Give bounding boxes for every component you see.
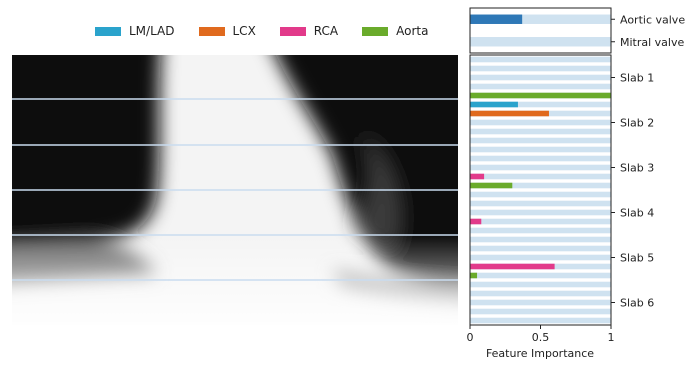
valve-panel: Aortic valve Mitral valve — [469, 7, 685, 54]
legend-label-lcx: LCX — [232, 24, 256, 38]
slab-1-bar-aorta — [470, 92, 611, 99]
valve-bar-bg-mitral-valve — [470, 37, 611, 47]
chart-axes: 0 0.5 1 — [467, 325, 615, 344]
slab-bar-bg — [470, 128, 611, 135]
slab-bar-bg — [470, 227, 611, 234]
x-axis-label: Feature Importance — [486, 347, 594, 360]
slab-bar-bg — [470, 56, 611, 63]
slab-bar-bg — [470, 272, 611, 279]
x-tick-label: 1 — [608, 331, 615, 344]
slab-3-bar-rca — [470, 173, 485, 180]
slab-label-6: Slab 6 — [620, 297, 654, 310]
legend-item-lm-lad: LM/LAD — [95, 22, 175, 40]
slab-bar-bg — [470, 182, 611, 189]
legend-swatch-lm-lad — [95, 26, 121, 36]
slab-panel: Slab 1 Slab 2 Slab 3 Slab 4 Slab 5 Slab 6 — [469, 54, 654, 326]
slab-bar-bg — [470, 218, 611, 225]
slab-bar-bg — [470, 83, 611, 90]
slab-bar-bg — [470, 209, 611, 216]
slab-bar-bg — [470, 146, 611, 153]
slab-bar-bg — [470, 290, 611, 297]
valve-label-mitral-valve: Mitral valve — [620, 36, 684, 49]
slab-bar-bg — [470, 74, 611, 81]
slab-bar-bg — [470, 236, 611, 243]
slab-bar-bg — [470, 299, 611, 306]
slab-bar-bg — [470, 308, 611, 315]
slab-label-1: Slab 1 — [620, 72, 654, 85]
valve-panel-frame — [469, 7, 612, 54]
valve-bar-bg-aortic-valve — [470, 14, 611, 24]
slab-bar-bg — [470, 200, 611, 207]
slab-bar-bg — [470, 101, 611, 108]
slab-bar-bg — [470, 245, 611, 252]
slab-bar-bg — [470, 119, 611, 126]
slab-bar-bg — [470, 254, 611, 261]
legend-item-lcx: LCX — [198, 22, 256, 40]
legend-item-rca: RCA — [279, 22, 339, 40]
slab-5-bar-aorta — [470, 272, 478, 279]
valve-bar-aortic-valve — [470, 14, 523, 24]
ct-scan-image — [12, 55, 458, 325]
chart-legend: LM/LAD LCX RCA Aorta — [95, 22, 452, 40]
slab-2-bar-lm-lad — [470, 101, 518, 108]
slab-bar-bg — [470, 65, 611, 72]
slab-3-bar-aorta — [470, 182, 513, 189]
slab-bar-bg — [470, 281, 611, 288]
slab-label-2: Slab 2 — [620, 117, 654, 130]
legend-swatch-rca — [279, 26, 306, 36]
slab-bar-bg — [470, 317, 611, 324]
slab-label-3: Slab 3 — [620, 162, 654, 175]
legend-swatch-aorta — [362, 26, 389, 36]
legend-label-lm-lad: LM/LAD — [129, 24, 175, 38]
slab-bar-bg — [470, 155, 611, 162]
x-tick-label: 0 — [467, 331, 474, 344]
slab-bar-bg — [470, 191, 611, 198]
valve-label-aortic-valve: Aortic valve — [620, 13, 685, 26]
legend-label-aorta: Aorta — [396, 24, 429, 38]
slab-2-bar-lcx — [470, 110, 549, 117]
slab-5-bar-rca — [470, 263, 555, 270]
legend-item-aorta: Aorta — [362, 22, 428, 40]
slab-bar-bg — [470, 173, 611, 180]
slab-label-5: Slab 5 — [620, 252, 654, 265]
slab-4-bar-rca — [470, 218, 482, 225]
x-tick-label: 0.5 — [532, 331, 550, 344]
slab-label-4: Slab 4 — [620, 207, 654, 220]
slab-bar-bg — [470, 137, 611, 144]
legend-label-rca: RCA — [313, 24, 339, 38]
legend-swatch-lcx — [198, 26, 225, 36]
slab-bar-bg — [470, 164, 611, 171]
